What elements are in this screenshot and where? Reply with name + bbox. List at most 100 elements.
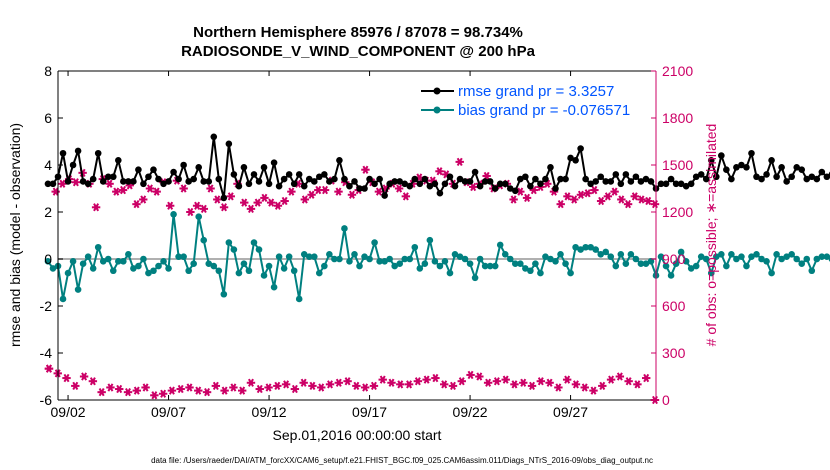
rmse-point: [346, 182, 353, 190]
bias-point: [366, 255, 373, 263]
bias-point: [230, 246, 238, 253]
bias-point: [592, 246, 599, 253]
obs-marker-core: [248, 206, 254, 212]
obs_assimilated-point: [165, 201, 175, 210]
bias-point: [99, 258, 107, 265]
rmse-point: [637, 178, 645, 185]
bias-point: [84, 253, 92, 260]
obs_low-point: [211, 381, 221, 391]
chart-title-line1: Northern Hemisphere 85976 / 87078 = 98.7…: [193, 24, 523, 41]
obs-marker-core: [120, 187, 126, 193]
obs-marker-core: [531, 187, 536, 193]
obs_low-point: [237, 386, 247, 395]
obs_assimilated-point: [596, 196, 606, 206]
x-axis-label: Sep.01,2016 00:00:00 start: [273, 427, 442, 443]
bias-point: [89, 265, 97, 272]
obs_assimilated-point: [58, 179, 67, 188]
rmse-point: [627, 178, 635, 185]
rmse-point: [94, 149, 102, 157]
obs_low-point: [123, 388, 133, 397]
bias-point: [130, 265, 137, 272]
obs_assimilated-point: [273, 201, 283, 210]
rmse-point: [295, 171, 303, 178]
obs_low-point: [510, 380, 519, 389]
obs_assimilated-point: [576, 190, 586, 199]
rmse-point: [225, 140, 233, 148]
bias-point: [522, 265, 529, 272]
obs_low-point: [229, 383, 238, 392]
obs-marker-core: [154, 189, 159, 194]
y-right-tick-label: 1500: [662, 157, 693, 173]
bias-point: [808, 267, 816, 275]
rmse-point: [818, 168, 826, 176]
bias-point: [215, 267, 223, 275]
obs_assimilated-point: [192, 201, 202, 210]
bias-point: [295, 295, 303, 303]
obs-marker-core: [147, 186, 153, 191]
rmse-point: [667, 175, 675, 183]
rmse-point: [537, 180, 544, 188]
obs_assimilated-point: [179, 184, 188, 193]
rmse-point: [59, 149, 67, 157]
obs-marker-core: [565, 194, 570, 199]
y-left-tick-label: -2: [40, 298, 53, 314]
bias-point: [486, 262, 494, 270]
bias-point: [532, 260, 539, 268]
rmse-point: [486, 178, 494, 185]
obs_assimilated-point: [71, 178, 81, 187]
bias-point: [255, 246, 263, 253]
bias-point: [401, 255, 409, 263]
obs_low-point: [88, 377, 98, 386]
rmse-point: [622, 171, 630, 178]
obs_low-point: [439, 380, 449, 389]
obs-marker-core: [518, 189, 523, 194]
bias-point: [471, 274, 479, 282]
rmse-point: [115, 157, 122, 164]
obs-marker-core: [591, 388, 596, 393]
obs_low-point: [422, 375, 431, 384]
rmse-point: [270, 159, 278, 166]
obs_low-point: [290, 384, 300, 394]
bias-point: [612, 262, 620, 270]
bias-point: [702, 255, 710, 263]
bias-point: [823, 253, 830, 260]
obs-marker-core: [639, 197, 644, 202]
obs-marker-core: [625, 201, 631, 207]
obs-marker-core: [403, 194, 409, 199]
obs-marker-core: [494, 379, 500, 384]
obs-marker-core: [371, 383, 377, 389]
rmse-point: [99, 178, 107, 185]
rmse-point: [411, 175, 419, 183]
rmse-point: [125, 178, 132, 185]
obs-marker-core: [459, 379, 464, 384]
obs_low-point: [483, 378, 493, 387]
rmse-point: [813, 175, 821, 183]
obs-marker-core: [248, 380, 254, 385]
bias-point: [300, 251, 308, 258]
obs_low-point: [255, 384, 264, 394]
obs-marker-core: [73, 180, 79, 185]
obs_assimilated-point: [617, 195, 626, 204]
obs_assimilated-point: [199, 204, 209, 214]
obs-marker-core: [275, 203, 281, 208]
bias-point: [517, 260, 524, 268]
obs_low-point: [378, 375, 387, 384]
bias-point: [94, 243, 102, 251]
rmse-point: [436, 189, 444, 197]
obs-marker-core: [255, 200, 260, 205]
rmse-point: [321, 171, 328, 178]
rmse-point: [728, 175, 735, 183]
bias-point: [346, 258, 353, 265]
obs_low-point: [615, 372, 625, 381]
obs_assimilated-point: [112, 187, 121, 196]
y-left-tick-label: 8: [44, 63, 52, 79]
obs_assimilated-point: [152, 187, 161, 196]
obs-marker-core: [626, 379, 631, 384]
obs_low-point: [501, 375, 510, 384]
obs-marker-core: [114, 189, 119, 194]
y-right-tick-label: 2100: [662, 63, 693, 79]
rmse-point: [406, 182, 414, 190]
obs-marker-core: [275, 383, 280, 389]
obs-marker-core: [64, 375, 69, 381]
obs-marker-core: [484, 173, 489, 179]
